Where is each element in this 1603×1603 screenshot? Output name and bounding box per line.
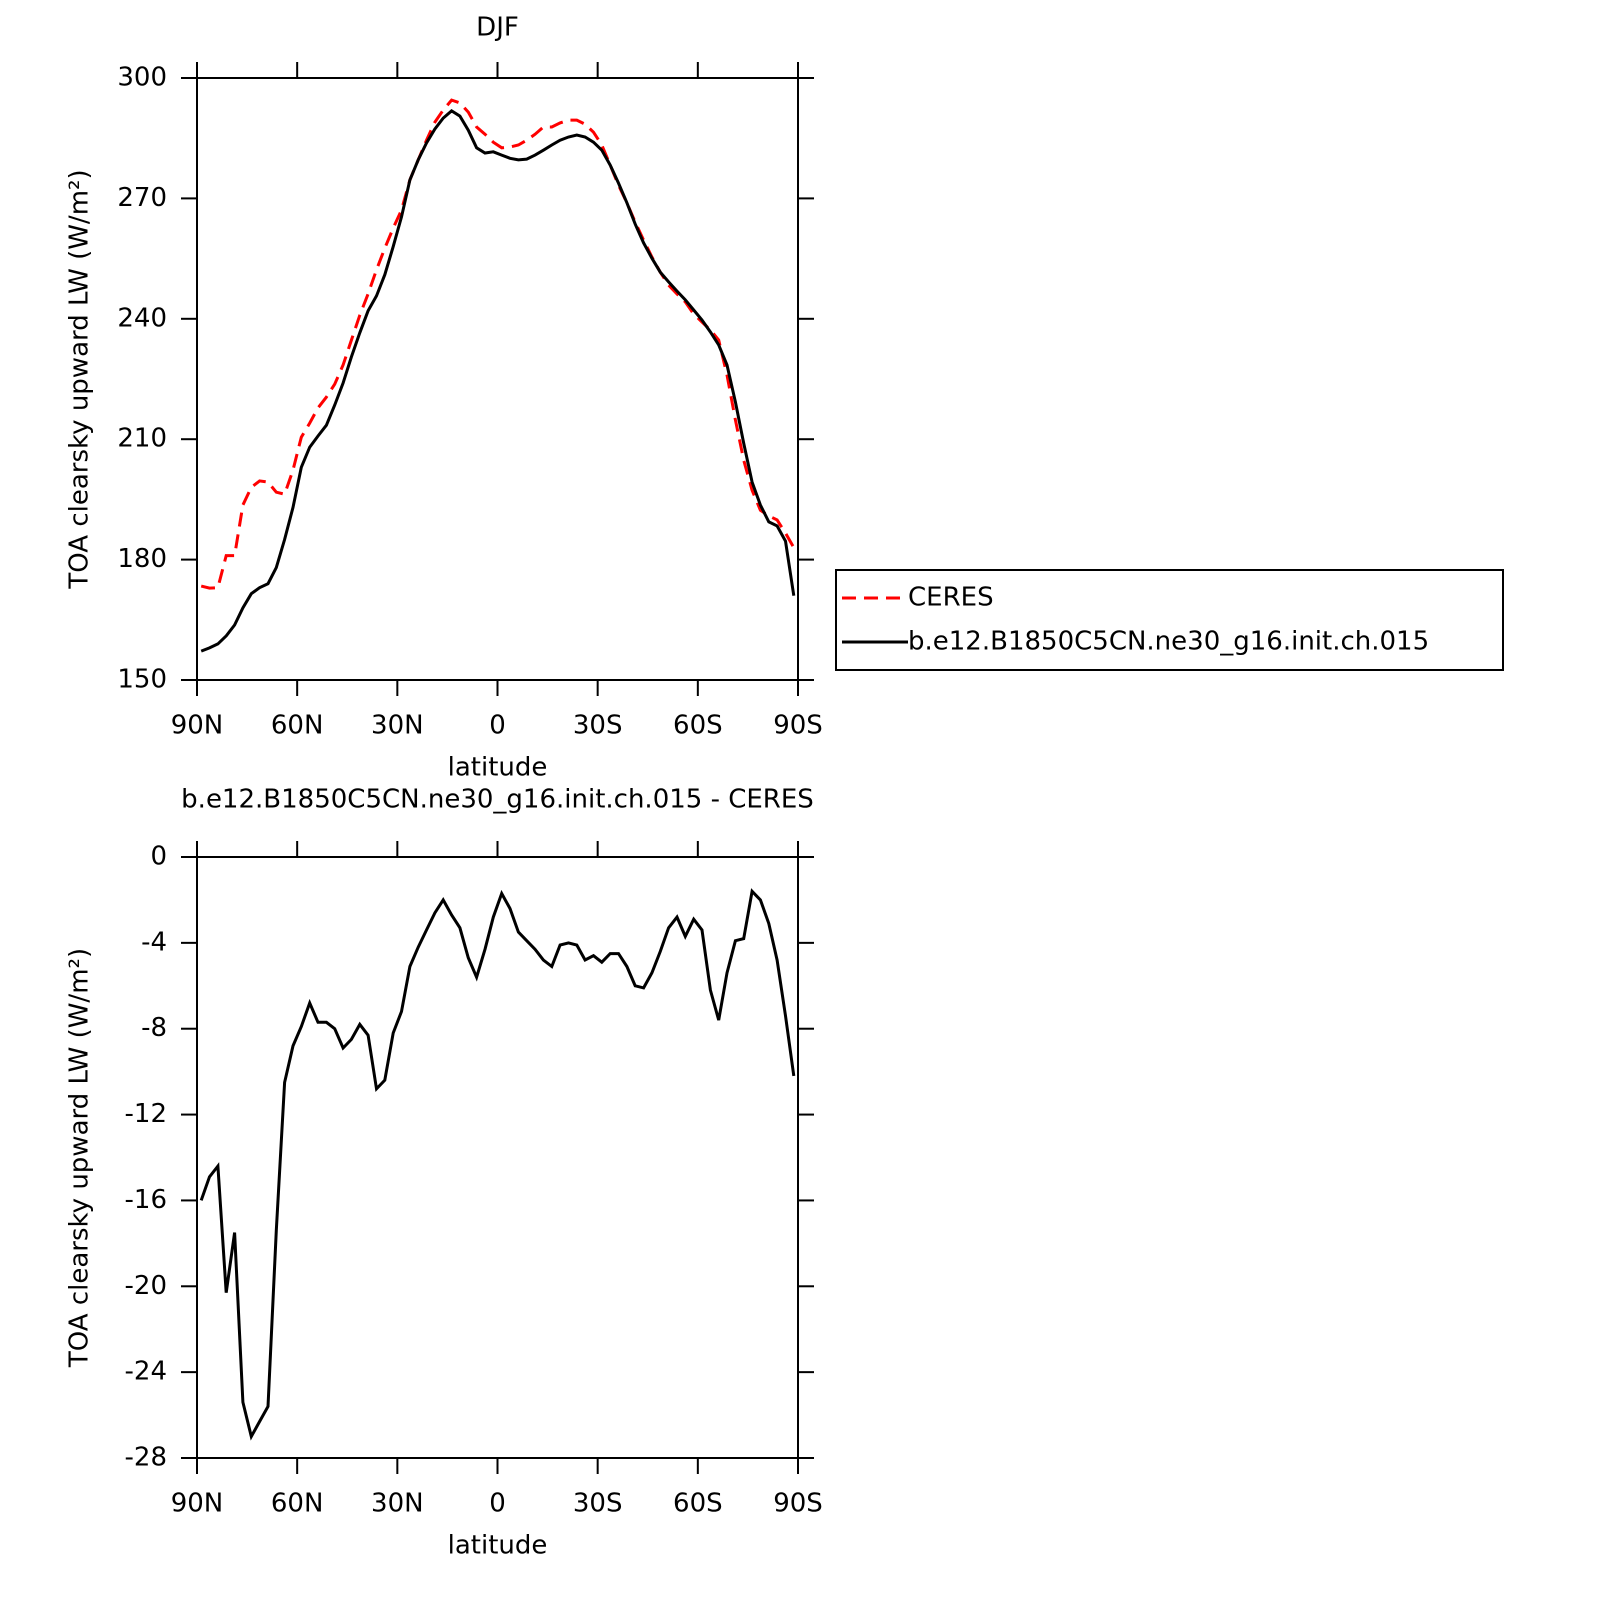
x-tick-label: 60S [673,711,723,741]
y-axis-label: TOA clearsky upward LW (W/m²) [65,948,95,1368]
x-tick-label: 30S [573,1489,623,1519]
y-tick-label: -24 [125,1357,167,1387]
legend-label: b.e12.B1850C5CN.ne30_g16.init.ch.015 [908,627,1429,657]
y-tick-label: -28 [125,1443,167,1473]
y-tick-label: -8 [141,1013,167,1043]
legend-box [835,569,1504,671]
plot-frame [196,856,799,1459]
x-tick-label: 60N [271,1489,324,1519]
y-axis-label: TOA clearsky upward LW (W/m²) [65,169,95,589]
x-tick-label: 0 [489,1489,506,1519]
y-tick-label: 180 [117,544,167,574]
x-tick-label: 0 [489,711,506,741]
x-tick-label: 60S [673,1489,723,1519]
chart-title: DJF [476,13,519,43]
x-tick-label: 30S [573,711,623,741]
y-tick-label: -20 [125,1271,167,1301]
x-tick-label: 30N [371,1489,424,1519]
x-tick-label: 90N [171,1489,224,1519]
data-line [200,98,796,590]
x-tick-label: 90S [773,711,823,741]
y-tick-label: -16 [125,1185,167,1215]
x-tick-label: 90S [773,1489,823,1519]
chart-title: b.e12.B1850C5CN.ne30_g16.init.ch.015 - C… [181,785,814,815]
x-axis-label: latitude [448,1531,548,1561]
data-line [199,888,796,1441]
y-tick-label: 210 [117,424,167,454]
x-axis-label: latitude [448,753,548,783]
data-line [200,109,796,653]
legend: CERES b.e12.B1850C5CN.ne30_g16.init.ch.01… [835,569,1504,671]
y-tick-label: 0 [150,842,167,872]
y-tick-label: -12 [125,1099,167,1129]
y-tick-label: 150 [117,665,167,695]
y-tick-label: 240 [117,303,167,333]
y-tick-label: 270 [117,183,167,213]
legend-label: CERES [908,583,994,613]
x-tick-label: 60N [271,711,324,741]
y-tick-label: -4 [141,927,167,957]
x-tick-label: 30N [371,711,424,741]
y-tick-label: 300 [117,63,167,93]
plot-frame [196,77,799,681]
x-tick-label: 90N [171,711,224,741]
